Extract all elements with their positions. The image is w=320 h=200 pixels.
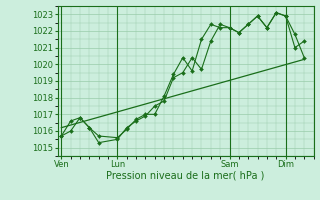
X-axis label: Pression niveau de la mer( hPa ): Pression niveau de la mer( hPa ) [107, 171, 265, 181]
